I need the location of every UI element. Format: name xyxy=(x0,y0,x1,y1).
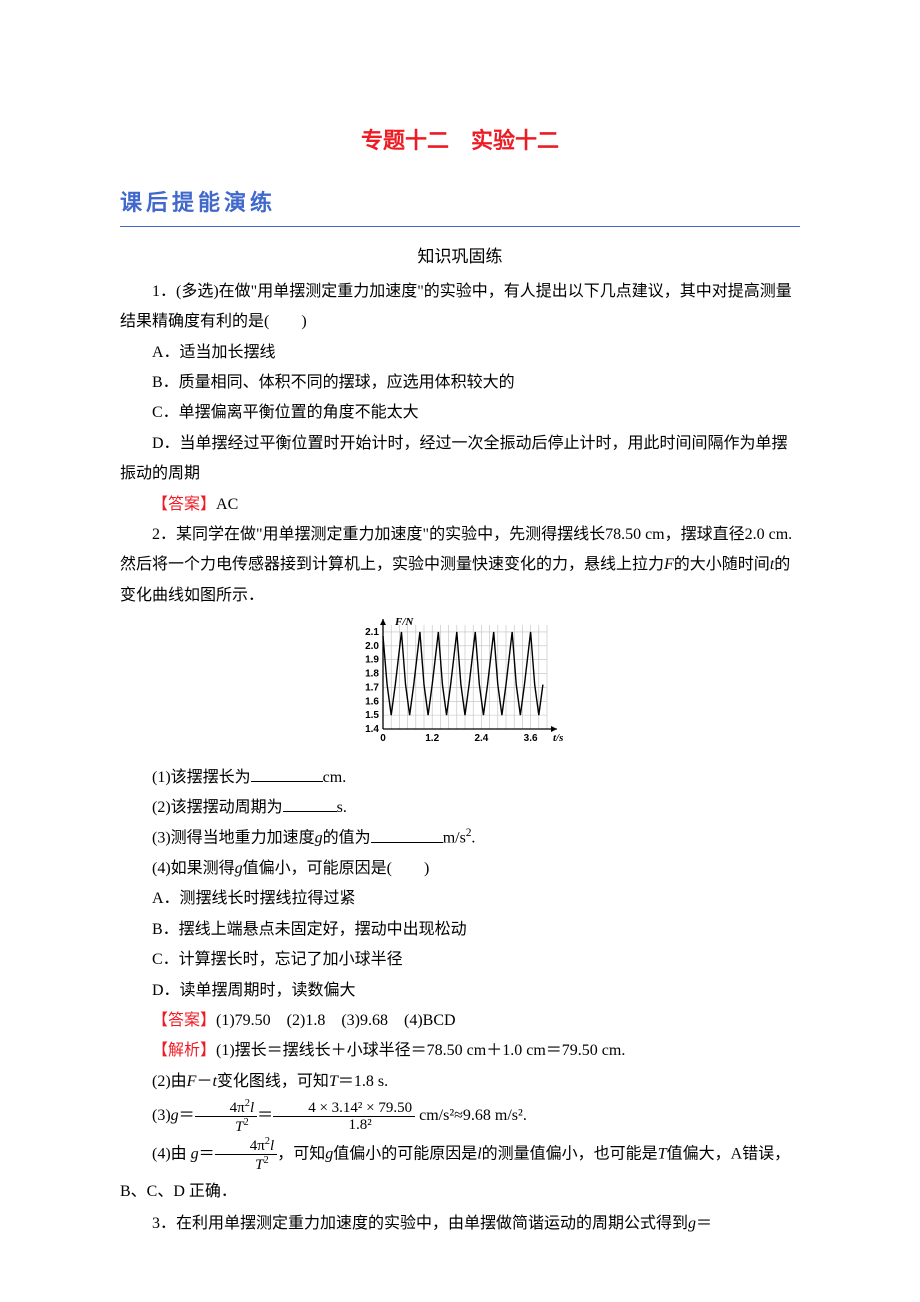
q2-exp1: 【解析】(1)摆长＝摆线长＋小球半径＝78.50 cm＋1.0 cm＝79.50… xyxy=(120,1036,800,1066)
var-g: g xyxy=(325,1145,333,1162)
blank xyxy=(283,795,337,812)
var-F: F xyxy=(187,1073,197,1090)
q2-option-c: C．计算摆长时，忘记了加小球半径 xyxy=(120,945,800,975)
page: 专题十二 实验十二 课后提能演练 知识巩固练 1．(多选)在做"用单摆测定重力加… xyxy=(0,0,920,1302)
svg-text:3.6: 3.6 xyxy=(524,733,538,744)
q2-option-a: A．测摆线长时摆线拉得过紧 xyxy=(120,884,800,914)
page-title: 专题十二 实验十二 xyxy=(120,120,800,162)
q1-option-b: B．质量相同、体积不同的摆球，应选用体积较大的 xyxy=(120,368,800,398)
q2-answer-line: 【答案】(1)79.50 (2)1.8 (3)9.68 (4)BCD xyxy=(120,1006,800,1036)
var-g: g xyxy=(235,860,243,877)
fraction: 4π2lT2 xyxy=(215,1136,278,1174)
q1-answer: AC xyxy=(216,496,238,513)
q2-p4-b: 值偏小，可能原因是( ) xyxy=(243,860,430,877)
var-F: F xyxy=(664,556,674,573)
q2-exp4-a: (4)由 xyxy=(152,1145,191,1162)
q2-p3-a: (3)测得当地重力加速度 xyxy=(152,830,315,847)
answer-label: 【答案】 xyxy=(152,1012,216,1029)
q1-option-c: C．单摆偏离平衡位置的角度不能太大 xyxy=(120,398,800,428)
q3-stem-b: ＝ xyxy=(696,1215,712,1232)
fraction: 4π2lT2 xyxy=(195,1098,258,1136)
svg-text:1.6: 1.6 xyxy=(365,696,379,707)
svg-text:0: 0 xyxy=(380,733,386,744)
calc-den: 1.8² xyxy=(273,1117,415,1134)
q3-stem-a: 3．在利用单摆测定重力加速度的实验中，由单摆做简谐运动的周期公式得到 xyxy=(152,1215,688,1232)
chart-svg: 1.4 1.5 1.6 1.7 1.8 1.9 2.0 2.1 0 1.2 2.4 3.6 F/N t/s xyxy=(345,617,575,747)
q2-p3-b: 的值为 xyxy=(323,830,371,847)
svg-text:1.5: 1.5 xyxy=(365,710,379,721)
q2-option-b: B．摆线上端悬点未固定好，摆动中出现松动 xyxy=(120,915,800,945)
svg-text:t/s: t/s xyxy=(553,732,563,744)
blank xyxy=(371,826,443,843)
var-g: g xyxy=(171,1107,179,1124)
svg-text:1.8: 1.8 xyxy=(365,669,379,680)
q2-p4-a: (4)如果测得 xyxy=(152,860,235,877)
q2-exp1-text: (1)摆长＝摆线长＋小球半径＝78.50 cm＋1.0 cm＝79.50 cm. xyxy=(216,1042,625,1059)
q2-p1-a: (1)该摆摆长为 xyxy=(152,769,251,786)
q2-exp3: (3)g＝4π2lT2＝4 × 3.14² × 79.501.8² cm/s²≈… xyxy=(120,1097,800,1135)
var-T: T xyxy=(329,1073,338,1090)
svg-text:1.9: 1.9 xyxy=(365,655,379,666)
var-g: g xyxy=(315,830,323,847)
svg-text:2.4: 2.4 xyxy=(474,733,488,744)
q2-p1-b: cm. xyxy=(323,769,347,786)
q2-exp2: (2)由F－t变化图线，可知T＝1.8 s. xyxy=(120,1067,800,1097)
q2-stem-b: 的大小随时间 xyxy=(674,556,770,573)
svg-text:2.1: 2.1 xyxy=(365,627,379,638)
svg-text:F/N: F/N xyxy=(394,617,414,628)
var-g: g xyxy=(688,1215,696,1232)
q1-option-d: D．当单摆经过平衡位置时开始计时，经过一次全振动后停止计时，用此时间间隔作为单摆… xyxy=(120,429,800,490)
section-header: 课后提能演练 xyxy=(120,182,800,227)
q2-exp4-c: 值偏小的可能原因是 xyxy=(333,1145,477,1162)
q2-exp4: (4)由 g＝4π2lT2，可知g值偏小的可能原因是l的测量值偏小，也可能是T值… xyxy=(120,1136,800,1209)
force-time-chart: 1.4 1.5 1.6 1.7 1.8 1.9 2.0 2.1 0 1.2 2.4 3.6 F/N t/s xyxy=(120,617,800,758)
q2-answer: (1)79.50 (2)1.8 (3)9.68 (4)BCD xyxy=(216,1012,456,1029)
q2-stem: 2．某同学在做"用单摆测定重力加速度"的实验中，先测得摆线长78.50 cm，摆… xyxy=(120,520,800,611)
svg-text:1.7: 1.7 xyxy=(365,683,379,694)
sub-heading: 知识巩固练 xyxy=(120,241,800,273)
section-underline xyxy=(120,226,800,227)
q2-p3: (3)测得当地重力加速度g的值为m/s2. xyxy=(120,823,800,854)
q2-exp2-b: 变化图线，可知 xyxy=(217,1073,329,1090)
q1-answer-line: 【答案】AC xyxy=(120,490,800,520)
q2-exp4-b: ，可知 xyxy=(277,1145,325,1162)
svg-text:2.0: 2.0 xyxy=(365,641,379,652)
var-g: g xyxy=(191,1145,199,1162)
q1-stem: 1．(多选)在做"用单摆测定重力加速度"的实验中，有人提出以下几点建议，其中对提… xyxy=(120,277,800,338)
q1-option-a: A．适当加长摆线 xyxy=(120,338,800,368)
sup-2: 2 xyxy=(466,827,472,839)
q2-option-d: D．读单摆周期时，读数偏大 xyxy=(120,976,800,1006)
q2-exp4-d: 的测量值偏小，也可能是 xyxy=(482,1145,658,1162)
q2-p4: (4)如果测得g值偏小，可能原因是( ) xyxy=(120,854,800,884)
q3-stem: 3．在利用单摆测定重力加速度的实验中，由单摆做简谐运动的周期公式得到g＝ xyxy=(120,1209,800,1239)
answer-label: 【答案】 xyxy=(152,496,216,513)
section-label: 课后提能演练 xyxy=(120,190,276,215)
svg-text:1.2: 1.2 xyxy=(425,733,439,744)
q2-exp2-a: (2)由 xyxy=(152,1073,187,1090)
q2-p2-a: (2)该摆摆动周期为 xyxy=(152,799,283,816)
q2-p2: (2)该摆摆动周期为 s. xyxy=(120,793,800,823)
blank xyxy=(251,765,323,782)
explain-label: 【解析】 xyxy=(152,1042,216,1059)
q2-p1: (1)该摆摆长为 cm. xyxy=(120,763,800,793)
q2-p3-c: m/s xyxy=(443,830,466,847)
svg-text:1.4: 1.4 xyxy=(365,724,379,735)
calc-num: 4 × 3.14² × 79.50 xyxy=(273,1100,415,1118)
q2-exp2-c: ＝1.8 s. xyxy=(338,1073,388,1090)
var-T: T xyxy=(658,1145,667,1162)
fraction-calc: 4 × 3.14² × 79.501.8² xyxy=(273,1100,415,1134)
q2-p2-b: s. xyxy=(337,799,347,816)
q2-exp3-tail: cm/s²≈9.68 m/s². xyxy=(415,1107,527,1124)
